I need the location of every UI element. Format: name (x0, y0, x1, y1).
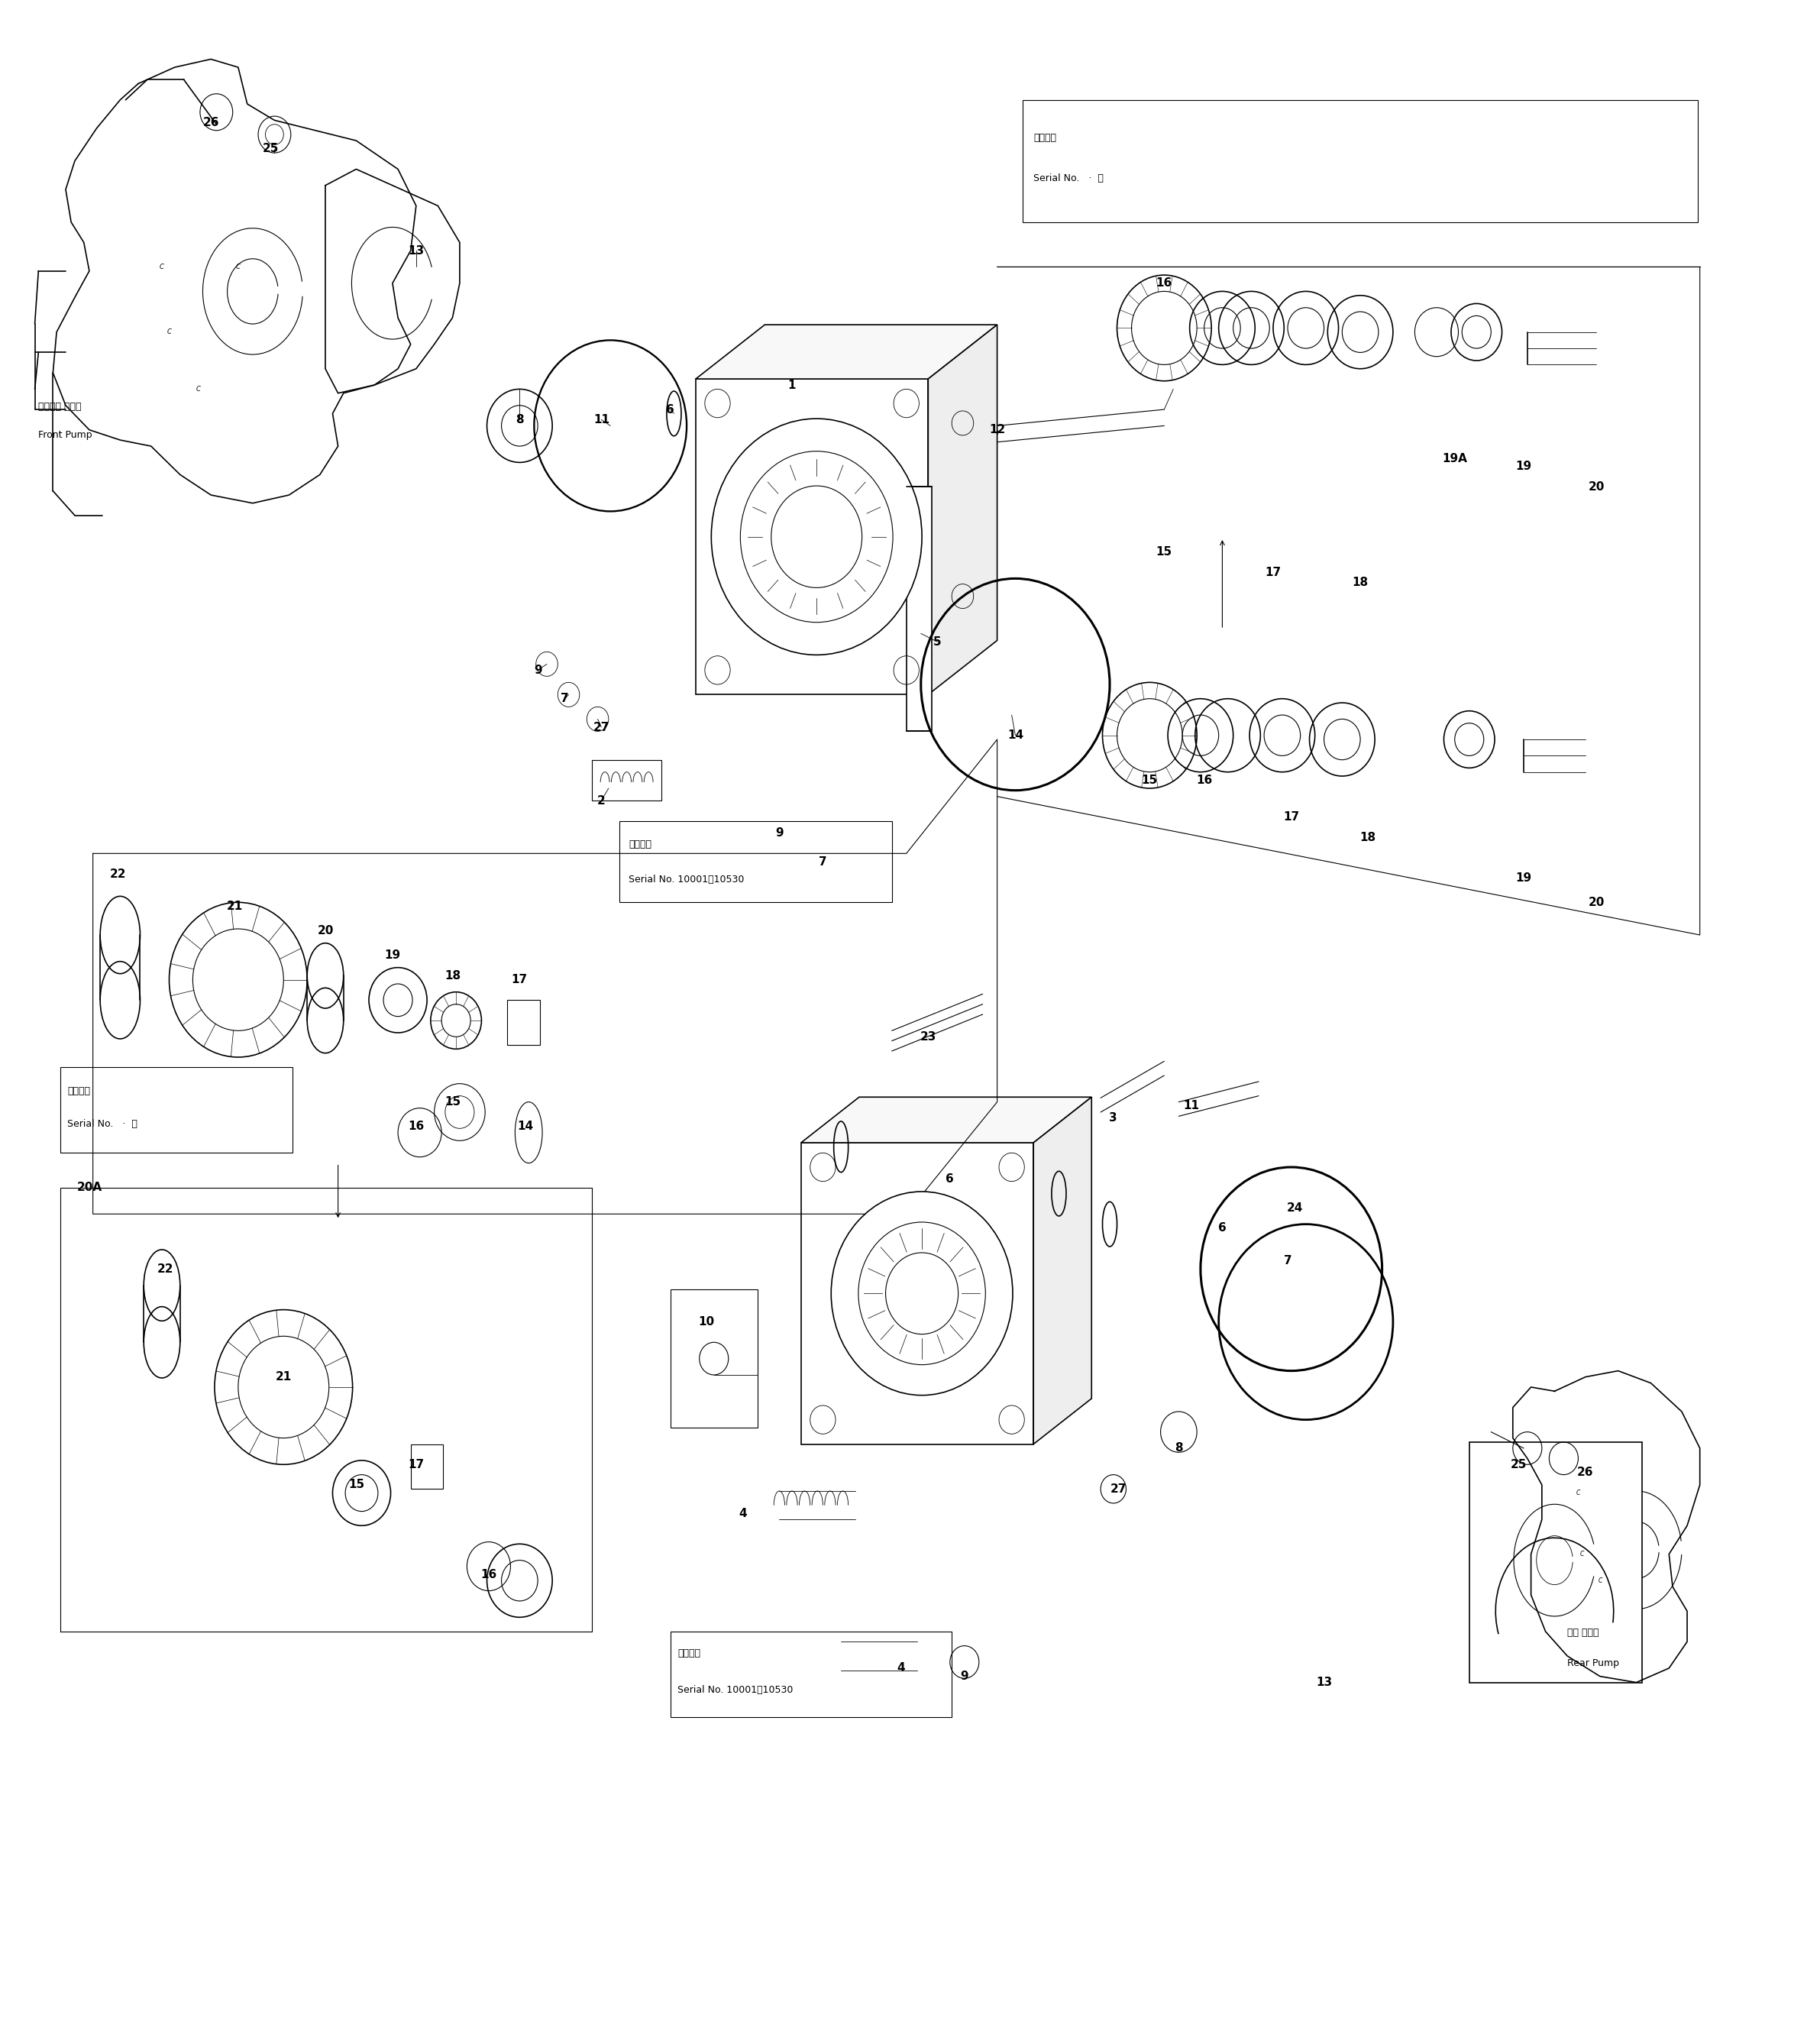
Bar (670, 1290, 757, 1429)
Text: 適用号機: 適用号機 (628, 839, 652, 849)
Text: C: C (167, 329, 171, 335)
Text: 17: 17 (1283, 810, 1299, 823)
Text: Front Pump: Front Pump (38, 431, 93, 441)
Text: 20A: 20A (76, 1182, 102, 1194)
Text: 適用号機: 適用号機 (677, 1649, 701, 1657)
Text: 19: 19 (384, 949, 400, 961)
Text: 25: 25 (1511, 1459, 1527, 1470)
Text: 15: 15 (348, 1480, 364, 1490)
Text: 14: 14 (1006, 729, 1023, 741)
Text: 9: 9 (775, 827, 783, 839)
Text: 1: 1 (788, 380, 795, 390)
Text: 15: 15 (1141, 774, 1158, 786)
Text: 22: 22 (111, 867, 127, 880)
Text: C: C (1598, 1578, 1602, 1584)
Text: 18: 18 (444, 969, 460, 982)
Text: 19: 19 (1516, 461, 1532, 471)
Text: Serial No.   ·  ～: Serial No. · ～ (1034, 173, 1103, 184)
Text: 13: 13 (408, 245, 424, 257)
Text: 17: 17 (511, 974, 528, 986)
Text: 適用号機: 適用号機 (67, 1086, 91, 1096)
Text: C: C (160, 263, 164, 269)
Bar (695, 380, 928, 694)
Text: 7: 7 (1283, 1255, 1292, 1267)
Text: 4: 4 (897, 1663, 905, 1674)
Text: 21: 21 (275, 1372, 291, 1382)
Text: 16: 16 (408, 1121, 424, 1133)
Text: 6: 6 (666, 404, 675, 414)
Text: 10: 10 (699, 1316, 715, 1327)
Text: 27: 27 (1110, 1484, 1127, 1494)
Text: 16: 16 (1196, 774, 1212, 786)
Text: C: C (237, 263, 240, 269)
Bar (906, 488, 932, 731)
Text: 適用号機: 適用号機 (1034, 133, 1056, 143)
Text: 26: 26 (1578, 1467, 1594, 1478)
Text: 7: 7 (819, 855, 826, 867)
Text: 17: 17 (1265, 567, 1281, 578)
Text: 8: 8 (515, 414, 524, 425)
Text: C: C (1576, 1490, 1580, 1496)
Text: 14: 14 (517, 1121, 533, 1133)
Bar (670, 1631, 952, 1716)
Text: 13: 13 (1316, 1678, 1332, 1688)
Text: 25: 25 (262, 143, 278, 155)
Bar (801, 1143, 1034, 1445)
Text: 8: 8 (1174, 1443, 1183, 1453)
Text: 9: 9 (961, 1672, 968, 1682)
Text: 18: 18 (1360, 831, 1376, 843)
Text: 20: 20 (1589, 896, 1605, 908)
Text: 23: 23 (919, 1031, 935, 1043)
Text: 3: 3 (1110, 1112, 1117, 1125)
Text: 7: 7 (561, 694, 570, 704)
Text: 6: 6 (946, 1174, 954, 1186)
Bar (411, 1445, 444, 1490)
Polygon shape (695, 325, 997, 380)
Bar (592, 759, 661, 800)
Polygon shape (1034, 1098, 1092, 1445)
Text: 9: 9 (533, 665, 542, 676)
Text: 4: 4 (739, 1508, 746, 1519)
Text: 27: 27 (593, 720, 610, 733)
Text: 16: 16 (1156, 278, 1172, 290)
Text: 11: 11 (593, 414, 610, 425)
Text: C: C (197, 386, 200, 392)
Text: 12: 12 (988, 425, 1005, 435)
Text: 19: 19 (1516, 872, 1532, 884)
Text: 11: 11 (1183, 1100, 1199, 1112)
Text: 20: 20 (317, 925, 333, 937)
Text: リヤ ポンプ: リヤ ポンプ (1567, 1629, 1600, 1637)
Bar (1469, 1443, 1642, 1682)
Text: 17: 17 (408, 1459, 424, 1470)
Text: 19A: 19A (1441, 453, 1467, 463)
Circle shape (832, 1192, 1012, 1396)
Text: フロント ポンプ: フロント ポンプ (38, 402, 82, 412)
Text: 15: 15 (1156, 547, 1172, 557)
Text: 2: 2 (597, 794, 606, 806)
Bar (1023, 100, 1698, 222)
Text: Rear Pump: Rear Pump (1567, 1659, 1620, 1667)
Text: 6: 6 (1218, 1223, 1227, 1235)
Text: 16: 16 (480, 1570, 497, 1580)
Text: 22: 22 (157, 1263, 173, 1276)
Polygon shape (928, 325, 997, 694)
Text: 20: 20 (1589, 482, 1605, 492)
Bar (60, 1067, 293, 1153)
Text: Serial No. 10001～10530: Serial No. 10001～10530 (677, 1686, 794, 1694)
Text: 18: 18 (1352, 578, 1369, 588)
Bar (619, 820, 892, 902)
Bar (508, 1000, 539, 1045)
Text: 21: 21 (226, 900, 242, 912)
Text: C: C (1580, 1551, 1583, 1557)
Text: Serial No.   ·  ～: Serial No. · ～ (67, 1118, 138, 1129)
Polygon shape (801, 1098, 1092, 1143)
Text: 24: 24 (1287, 1202, 1303, 1214)
Circle shape (712, 418, 923, 655)
Text: Serial No. 10001～10530: Serial No. 10001～10530 (628, 874, 744, 884)
Text: 5: 5 (934, 637, 941, 647)
Text: 26: 26 (202, 116, 218, 129)
Text: 15: 15 (444, 1096, 460, 1108)
